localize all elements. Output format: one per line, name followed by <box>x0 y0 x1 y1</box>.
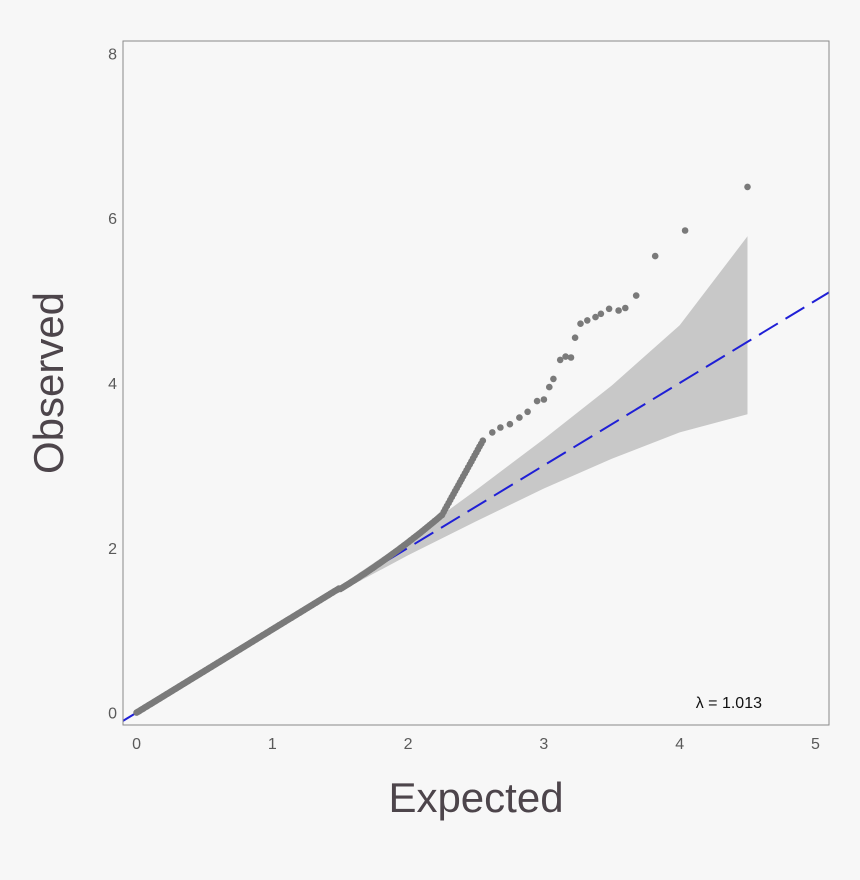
x-axis-ticks: 0 1 2 3 4 5 <box>132 736 820 753</box>
data-point <box>533 397 541 405</box>
data-point <box>681 227 689 234</box>
data-point <box>524 408 531 416</box>
data-point <box>605 305 613 313</box>
data-point <box>577 320 584 328</box>
confidence-band-layer <box>340 236 748 592</box>
data-point <box>632 292 640 299</box>
data-point <box>550 375 557 383</box>
plot-frame <box>122 40 830 726</box>
data-point <box>744 183 751 191</box>
data-point <box>516 414 523 421</box>
lambda-annotation: λ = 1.013 <box>696 695 762 712</box>
data-point <box>622 304 629 312</box>
data-point <box>556 356 564 364</box>
x-tick-label: 4 <box>675 736 684 753</box>
data-point <box>546 383 553 391</box>
x-tick-label: 0 <box>132 736 141 753</box>
x-tick-label: 2 <box>404 736 413 753</box>
x-axis-title: Expected <box>388 774 563 821</box>
x-tick-label: 5 <box>811 736 820 753</box>
data-point <box>571 334 579 342</box>
y-axis-title: Observed <box>25 292 72 474</box>
x-tick-label: 1 <box>268 736 277 753</box>
data-point <box>497 424 504 431</box>
x-tick-label: 3 <box>539 736 548 753</box>
data-point <box>615 307 622 314</box>
y-tick-label: 8 <box>108 46 117 63</box>
y-axis-ticks: 0 2 4 6 8 <box>108 46 117 722</box>
y-tick-label: 6 <box>108 211 117 228</box>
confidence-band <box>340 236 748 592</box>
data-point <box>489 429 496 436</box>
data-point <box>567 354 575 361</box>
data-point <box>584 317 591 324</box>
y-tick-label: 4 <box>108 376 117 393</box>
data-point <box>506 420 514 428</box>
data-point <box>592 313 599 321</box>
data-point <box>479 437 487 445</box>
y-tick-label: 0 <box>108 706 117 723</box>
data-point <box>651 252 659 260</box>
data-point <box>562 353 569 360</box>
y-tick-label: 2 <box>108 541 117 558</box>
data-point <box>597 310 605 318</box>
points-layer <box>133 183 751 716</box>
data-point <box>540 396 548 403</box>
